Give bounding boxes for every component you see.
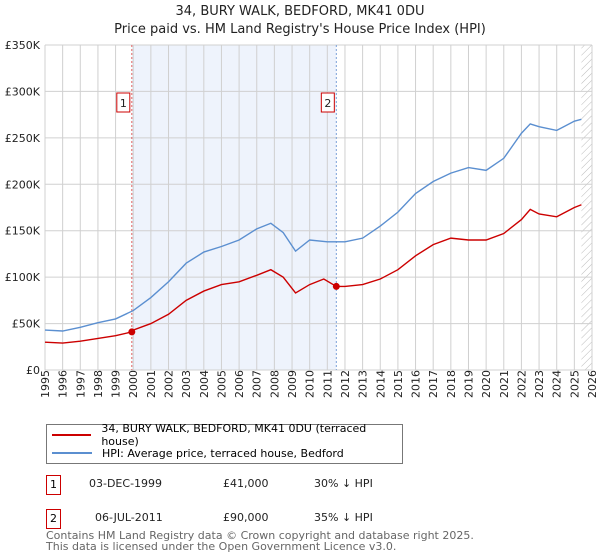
chart-subtitle: Price paid vs. HM Land Registry's House … [114, 22, 486, 37]
sale-point [332, 282, 340, 290]
marker-badge [116, 92, 131, 113]
marker-label: 1 [120, 97, 127, 110]
y-tick-label: £350K [5, 39, 41, 52]
y-tick-label: £50K [12, 318, 41, 331]
x-tick-label: 1999 [110, 370, 123, 398]
x-tick-label: 2002 [163, 370, 176, 398]
x-tick-label: 2003 [180, 370, 193, 398]
x-tick-label: 2023 [533, 370, 546, 398]
x-tick-label: 2004 [198, 370, 211, 398]
legend-label: HPI: Average price, terraced house, Bedf… [102, 446, 344, 460]
legend-swatch-red [52, 434, 92, 436]
x-tick-label: 2001 [145, 370, 158, 398]
y-tick-label: £150K [5, 225, 41, 238]
x-tick-label: 2017 [427, 370, 440, 398]
x-tick-label: 1996 [57, 370, 70, 398]
marker-badge: 2 [46, 509, 61, 529]
x-tick-label: 2015 [392, 370, 405, 398]
marker-badge: 1 [46, 475, 61, 495]
legend-item-property: 34, BURY WALK, BEDFORD, MK41 0DU (terrac… [47, 422, 402, 448]
x-tick-label: 2014 [374, 370, 387, 398]
y-tick-label: £300K [5, 85, 41, 98]
x-tick-label: 1998 [92, 370, 105, 398]
x-tick-label: 1995 [39, 370, 52, 398]
x-tick-label: 2007 [251, 370, 264, 398]
x-tick-label: 2008 [268, 370, 281, 398]
x-tick-label: 2000 [127, 370, 140, 398]
marker-label: 2 [324, 97, 331, 110]
y-tick-label: £100K [5, 271, 41, 284]
legend: 34, BURY WALK, BEDFORD, MK41 0DU (terrac… [46, 422, 403, 464]
x-tick-label: 2013 [357, 370, 370, 398]
transaction-price: £90,000 [223, 511, 269, 524]
sale-period-shading [131, 45, 337, 370]
x-tick-label: 2011 [321, 370, 334, 398]
x-tick-label: 1997 [74, 370, 87, 398]
series-line [44, 118, 582, 332]
x-tick-label: 2020 [480, 370, 493, 398]
x-tick-label: 2026 [586, 370, 599, 398]
legend-swatch-blue [52, 452, 92, 454]
chart-title: 34, BURY WALK, BEDFORD, MK41 0DU [175, 4, 425, 19]
legend-item-hpi: HPI: Average price, terraced house, Bedf… [47, 444, 344, 462]
transaction-hpi: 35% ↓ HPI [314, 511, 373, 524]
y-tick-label: £250K [5, 132, 41, 145]
x-tick-label: 2012 [339, 370, 352, 398]
footer-line: Contains HM Land Registry data © Crown c… [46, 529, 474, 542]
transaction-date: 06-JUL-2011 [95, 511, 163, 524]
transaction-date: 03-DEC-1999 [89, 477, 163, 490]
transaction-price: £41,000 [223, 477, 269, 490]
footer: Contains HM Land Registry data © Crown c… [46, 530, 474, 552]
x-tick-label: 2018 [445, 370, 458, 398]
forecast-hatch [581, 45, 592, 370]
y-tick-label: £200K [5, 178, 41, 191]
x-tick-label: 2005 [215, 370, 228, 398]
x-tick-label: 2019 [462, 370, 475, 398]
x-tick-label: 2024 [551, 370, 564, 398]
x-tick-label: 2025 [568, 370, 581, 398]
x-tick-label: 2006 [233, 370, 246, 398]
marker-badge [320, 92, 335, 113]
x-tick-label: 2010 [304, 370, 317, 398]
legend-label: 34, BURY WALK, BEDFORD, MK41 0DU (terrac… [101, 422, 367, 448]
x-tick-label: 2009 [286, 370, 299, 398]
x-tick-label: 2022 [515, 370, 528, 398]
x-tick-label: 2021 [498, 370, 511, 398]
sale-point [128, 328, 136, 336]
plot-area: 1995 1996 1997 1998 1999 2000 2001 2002 2003 2004… [5, 39, 599, 398]
transaction-hpi: 30% ↓ HPI [314, 477, 373, 490]
x-tick-label: 2016 [410, 370, 423, 398]
y-tick-label: £0 [26, 364, 40, 377]
footer-line: This data is licensed under the Open Gov… [46, 540, 397, 553]
